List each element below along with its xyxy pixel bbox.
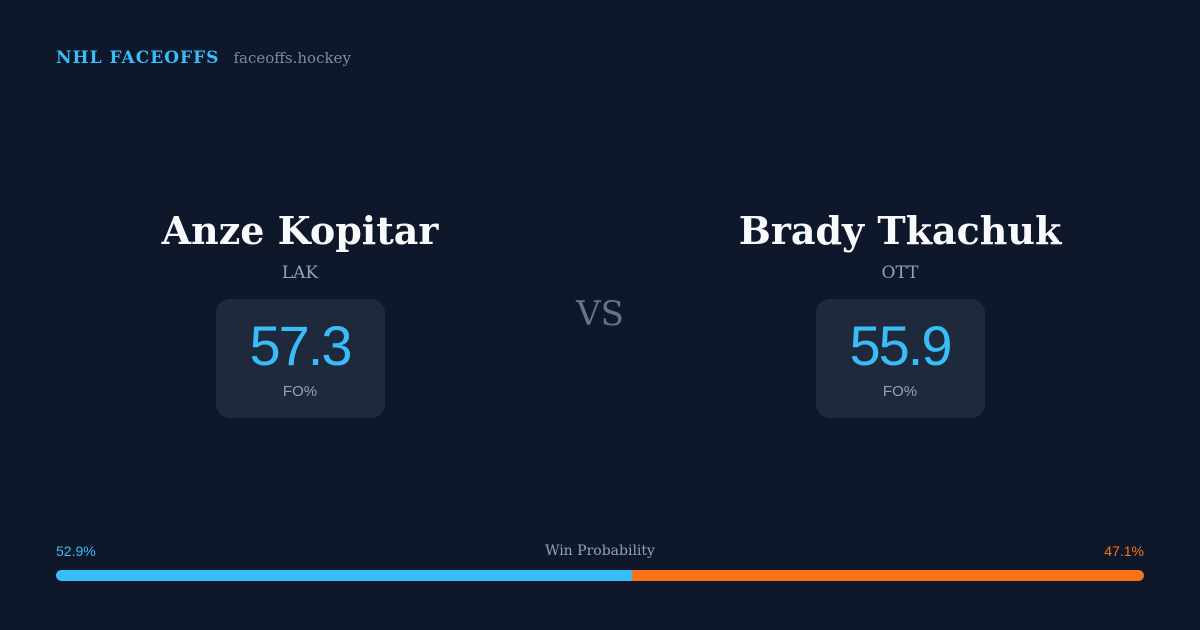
player-card: Brady Tkachuk OTT 55.9 FO% [650,205,1150,418]
win-prob-left: 52.9% [56,543,96,559]
stat-value: 57.3 [249,314,353,377]
win-prob-segment [631,570,1144,581]
player-team: LAK [281,263,319,283]
player-card: Anze Kopitar LAK 57.3 FO% [50,205,550,418]
brand: NHL FACEOFFS faceoffs.hockey [56,48,351,68]
stat-label: FO% [282,383,318,400]
brand-title: NHL FACEOFFS [56,48,220,68]
win-prob-label: Win Probability [545,543,655,559]
player-name: Anze Kopitar [161,208,439,253]
win-prob-right: 47.1% [1104,543,1144,559]
brand-site: faceoffs.hockey [233,49,351,67]
stat-value: 55.9 [849,314,953,377]
player-name: Brady Tkachuk [738,208,1062,253]
win-prob-segment [56,570,632,581]
win-prob-bar [56,570,1144,581]
stat-label: FO% [882,383,918,400]
stat-box: 57.3 FO% [215,299,385,418]
player-team: OTT [881,263,919,283]
stat-box: 55.9 FO% [815,299,985,418]
vs: VS [576,294,624,334]
